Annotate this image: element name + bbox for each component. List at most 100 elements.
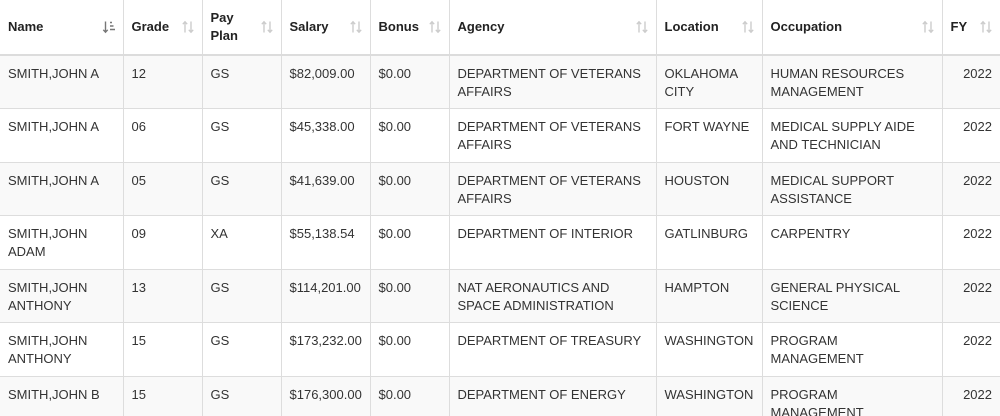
cell-salary: $41,639.00 bbox=[281, 162, 371, 216]
column-header-label: Occupation bbox=[770, 19, 843, 34]
cell-fy: 2022 bbox=[963, 66, 992, 81]
cell-agency: DEPARTMENT OF VETERANS AFFAIRS bbox=[449, 55, 657, 109]
cell-grade: 15 bbox=[123, 322, 203, 376]
cell-fy: 2022 bbox=[963, 386, 992, 402]
cell-fy: 2022 bbox=[963, 119, 992, 134]
column-header-bonus[interactable]: Bonus bbox=[370, 0, 450, 55]
column-header-label: FY bbox=[950, 19, 968, 34]
cell-grade: 05 bbox=[123, 162, 203, 216]
cell-agency: DEPARTMENT OF INTERIOR bbox=[449, 215, 657, 269]
cell-pay-plan: GS bbox=[202, 108, 282, 162]
column-header-agency[interactable]: Agency bbox=[449, 0, 657, 55]
cell-location: HOUSTON bbox=[656, 162, 763, 216]
cell-occupation: MEDICAL SUPPLY AIDE AND TECHNICIAN bbox=[762, 108, 943, 162]
sort-icon bbox=[921, 20, 934, 34]
cell-bonus: $0.00 bbox=[370, 322, 450, 376]
header-row: Name Grade Pay Plan bbox=[0, 0, 1000, 55]
cell-name: SMITH,JOHN B bbox=[0, 376, 124, 416]
table-row: SMITH,JOHN B 15 GS $176,300.00 $0.00 DEP… bbox=[0, 376, 1000, 416]
cell-location: FORT WAYNE bbox=[656, 108, 763, 162]
table-body: SMITH,JOHN A 12 GS $82,009.00 $0.00 DEPA… bbox=[0, 55, 1000, 416]
cell-agency: DEPARTMENT OF VETERANS AFFAIRS bbox=[449, 108, 657, 162]
cell-name: SMITH,JOHN ADAM bbox=[0, 215, 124, 269]
sort-icon bbox=[980, 20, 992, 34]
cell-fy: 2022 bbox=[963, 333, 992, 348]
cell-bonus: $0.00 bbox=[370, 162, 450, 216]
sort-icon bbox=[635, 20, 648, 34]
cell-pay-plan: GS bbox=[202, 322, 282, 376]
table-row: SMITH,JOHN A 06 GS $45,338.00 $0.00 DEPA… bbox=[0, 108, 1000, 162]
cell-pay-plan: GS bbox=[202, 269, 282, 323]
column-header-label: Name bbox=[8, 19, 44, 34]
cell-fy: 2022 bbox=[963, 279, 992, 295]
column-header-label: Agency bbox=[457, 19, 505, 34]
cell-occupation: PROGRAM MANAGEMENT bbox=[762, 376, 943, 416]
sort-icon bbox=[741, 20, 754, 34]
cell-bonus: $0.00 bbox=[370, 376, 450, 416]
column-header-label: Grade bbox=[131, 19, 170, 34]
column-header-location[interactable]: Location bbox=[656, 0, 763, 55]
cell-pay-plan: GS bbox=[202, 376, 282, 416]
table-header: Name Grade Pay Plan bbox=[0, 0, 1000, 55]
cell-occupation: GENERAL PHYSICAL SCIENCE bbox=[762, 269, 943, 323]
cell-location: WASHINGTON bbox=[656, 322, 763, 376]
cell-agency: NAT AERONAUTICS AND SPACE ADMINISTRATION bbox=[449, 269, 657, 323]
cell-occupation: HUMAN RESOURCES MANAGEMENT bbox=[762, 55, 943, 109]
cell-salary: $45,338.00 bbox=[281, 108, 371, 162]
sort-icon bbox=[181, 20, 194, 34]
column-header-occupation[interactable]: Occupation bbox=[762, 0, 943, 55]
cell-salary: $176,300.00 bbox=[281, 376, 371, 416]
sort-icon bbox=[428, 20, 441, 34]
cell-agency: DEPARTMENT OF ENERGY bbox=[449, 376, 657, 416]
column-header-grade[interactable]: Grade bbox=[123, 0, 203, 55]
cell-agency: DEPARTMENT OF VETERANS AFFAIRS bbox=[449, 162, 657, 216]
column-header-pay-plan[interactable]: Pay Plan bbox=[202, 0, 282, 55]
column-header-label: Bonus bbox=[378, 19, 419, 34]
cell-salary: $82,009.00 bbox=[281, 55, 371, 109]
cell-bonus: $0.00 bbox=[370, 108, 450, 162]
cell-grade: 15 bbox=[123, 376, 203, 416]
cell-location: HAMPTON bbox=[656, 269, 763, 323]
cell-location: OKLAHOMA CITY bbox=[656, 55, 763, 109]
table-row: SMITH,JOHN A 05 GS $41,639.00 $0.00 DEPA… bbox=[0, 162, 1000, 216]
cell-pay-plan: GS bbox=[202, 162, 282, 216]
column-header-label: Salary bbox=[289, 19, 329, 34]
cell-name: SMITH,JOHN A bbox=[0, 162, 124, 216]
table-row: SMITH,JOHN ADAM 09 XA $55,138.54 $0.00 D… bbox=[0, 215, 1000, 269]
cell-pay-plan: XA bbox=[202, 215, 282, 269]
table-row: SMITH,JOHN ANTHONY 15 GS $173,232.00 $0.… bbox=[0, 322, 1000, 376]
cell-occupation: MEDICAL SUPPORT ASSISTANCE bbox=[762, 162, 943, 216]
cell-grade: 06 bbox=[123, 108, 203, 162]
sort-icon bbox=[349, 20, 362, 34]
column-header-label: Location bbox=[664, 19, 719, 34]
cell-salary: $173,232.00 bbox=[281, 322, 371, 376]
cell-bonus: $0.00 bbox=[370, 269, 450, 323]
sort-icon bbox=[260, 20, 273, 34]
cell-salary: $55,138.54 bbox=[281, 215, 371, 269]
cell-location: GATLINBURG bbox=[656, 215, 763, 269]
cell-occupation: PROGRAM MANAGEMENT bbox=[762, 322, 943, 376]
sort-ascending-icon bbox=[102, 21, 115, 34]
cell-name: SMITH,JOHN A bbox=[0, 55, 124, 109]
cell-bonus: $0.00 bbox=[370, 55, 450, 109]
cell-grade: 09 bbox=[123, 215, 203, 269]
cell-name: SMITH,JOHN ANTHONY bbox=[0, 322, 124, 376]
cell-fy: 2022 bbox=[963, 226, 992, 241]
cell-agency: DEPARTMENT OF TREASURY bbox=[449, 322, 657, 376]
column-header-salary[interactable]: Salary bbox=[281, 0, 371, 55]
cell-name: SMITH,JOHN ANTHONY bbox=[0, 269, 124, 323]
cell-location: WASHINGTON bbox=[656, 376, 763, 416]
column-header-name[interactable]: Name bbox=[0, 0, 124, 55]
cell-bonus: $0.00 bbox=[370, 215, 450, 269]
table-row: SMITH,JOHN ANTHONY 13 GS $114,201.00 $0.… bbox=[0, 269, 1000, 323]
cell-grade: 12 bbox=[123, 55, 203, 109]
table-row: SMITH,JOHN A 12 GS $82,009.00 $0.00 DEPA… bbox=[0, 55, 1000, 109]
cell-fy: 2022 bbox=[963, 172, 992, 188]
cell-name: SMITH,JOHN A bbox=[0, 108, 124, 162]
cell-grade: 13 bbox=[123, 269, 203, 323]
cell-occupation: CARPENTRY bbox=[762, 215, 943, 269]
column-header-fy[interactable]: FY bbox=[942, 0, 1000, 55]
cell-pay-plan: GS bbox=[202, 55, 282, 109]
column-header-label: Pay Plan bbox=[210, 10, 238, 43]
